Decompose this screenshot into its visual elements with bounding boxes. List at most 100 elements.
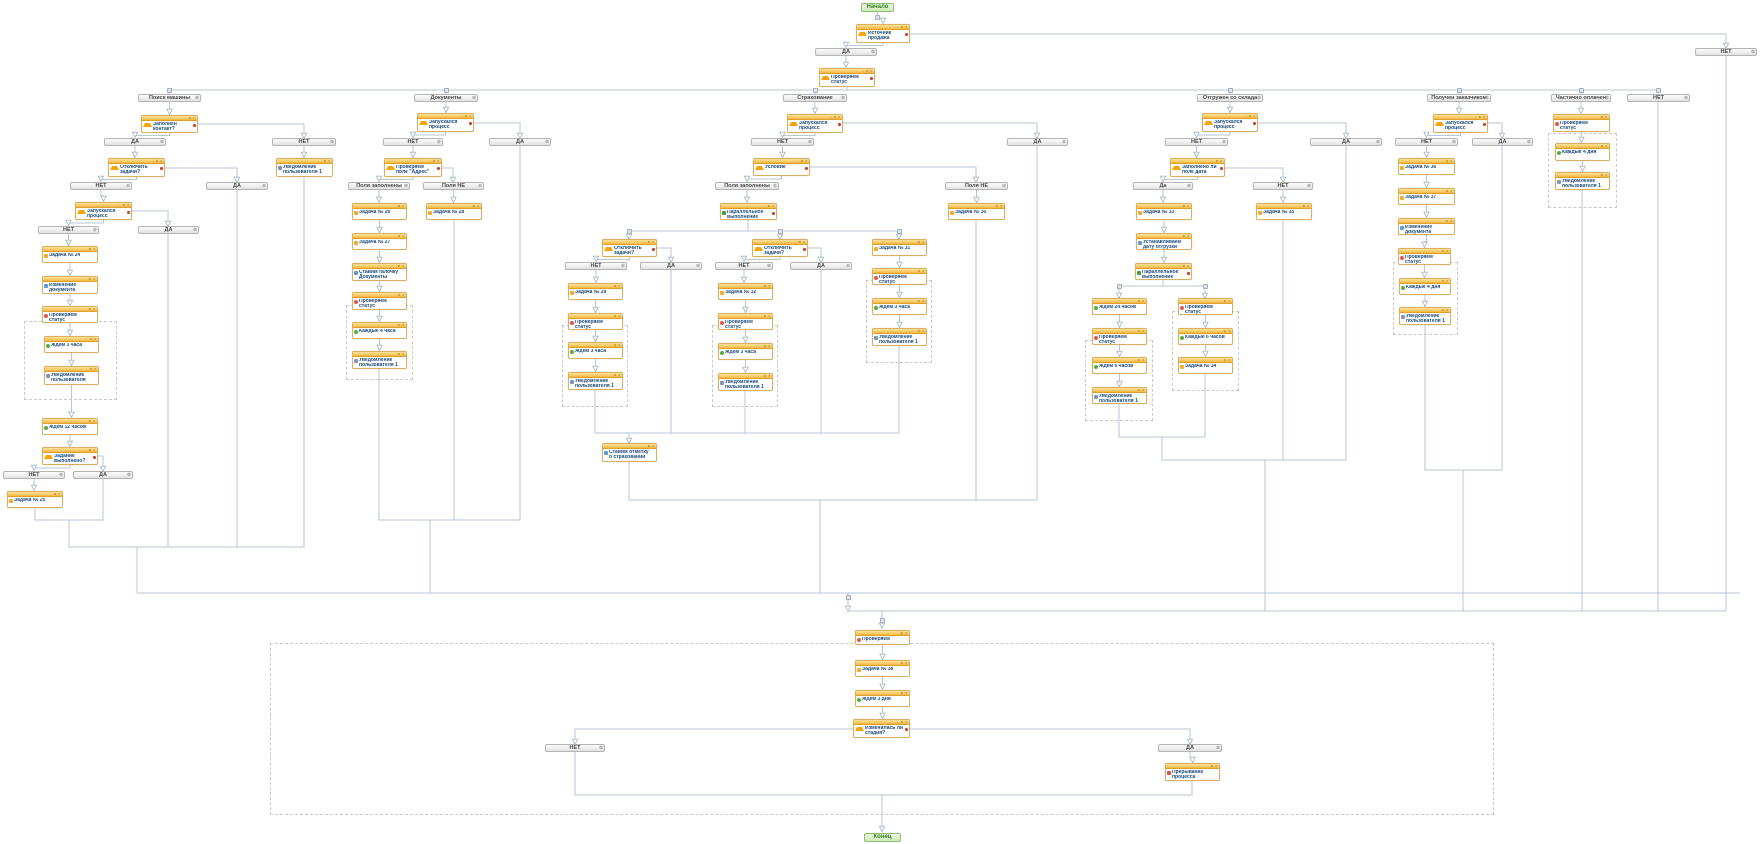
window-controls-icons[interactable]: ⚙ ✕	[763, 373, 771, 378]
node-t28[interactable]: ⚙ ✕ Задача № 28	[426, 203, 482, 220]
junction-connector-dot[interactable]	[1228, 88, 1233, 93]
window-controls-icons[interactable]: – ⚙ ✕	[643, 239, 655, 244]
node-t31[interactable]: ⚙ ✕ Задача № 31	[872, 239, 927, 256]
window-controls-icons[interactable]: ⚙ ✕	[1445, 158, 1453, 163]
node-c5-e4d[interactable]: ⚙ ✕ Каждые 4 дня	[1399, 278, 1451, 295]
window-controls-icons[interactable]: ⚙ ✕	[1137, 298, 1145, 303]
window-controls-icons[interactable]: ⚙ ✕	[472, 203, 480, 208]
node-c3b-net[interactable]: НЕТ ⚙	[715, 262, 773, 270]
node-c5-chk[interactable]: ⚙ ✕ Проверяем статус	[1398, 248, 1451, 265]
node-c2-e4h[interactable]: ⚙ ✕ Каждые 4 часа	[352, 322, 407, 339]
junction-connector-dot[interactable]	[1203, 284, 1208, 289]
window-controls-icons[interactable]: – ⚙ ✕	[794, 239, 806, 244]
window-controls-icons[interactable]: – ⚙ ✕	[896, 24, 908, 29]
gear-icon[interactable]: ⚙	[807, 139, 812, 144]
node-c3a-net[interactable]: НЕТ ⚙	[565, 262, 627, 270]
window-controls-icons[interactable]: ⚙ ✕	[53, 491, 61, 496]
node-c3-cond[interactable]: – ⚙ ✕ Условие	[753, 158, 810, 176]
gear-icon[interactable]: ⚙	[58, 472, 63, 477]
node-c1-da[interactable]: ДА ⚙	[104, 138, 166, 146]
gear-icon[interactable]: ⚙	[695, 263, 700, 268]
window-controls-icons[interactable]: ⚙ ✕	[397, 233, 405, 238]
node-c1-ntf[interactable]: ⚙ ✕ Уведомление пользователя	[44, 366, 99, 385]
delete-point-icon[interactable]	[1252, 122, 1256, 125]
delete-point-icon[interactable]	[904, 728, 908, 731]
window-controls-icons[interactable]: ⚙ ✕	[1137, 357, 1145, 362]
node-c3a-off[interactable]: – ⚙ ✕ Отключить задачи?	[602, 239, 657, 257]
window-controls-icons[interactable]: – ⚙ ✕	[1244, 113, 1256, 118]
delete-point-icon[interactable]	[159, 167, 163, 170]
gear-icon[interactable]: ⚙	[1604, 95, 1609, 100]
node-c4-w6[interactable]: ⚙ ✕ Ждем 6 часов	[1092, 357, 1147, 374]
node-c3-f[interactable]: Поля заполнены ⚙	[715, 182, 779, 190]
node-c3a-da[interactable]: ДА ⚙	[640, 262, 702, 270]
node-b-abort[interactable]: ⚙ ✕ Прерывание процесса	[1165, 763, 1220, 781]
node-c1-chk[interactable]: ⚙ ✕ Проверяем статус	[42, 306, 98, 323]
node-c3-nf[interactable]: Поля НЕ ⚙	[945, 182, 1008, 190]
delete-point-icon[interactable]	[1186, 272, 1190, 275]
window-controls-icons[interactable]: ⚙ ✕	[1441, 278, 1449, 283]
window-controls-icons[interactable]: – ⚙ ✕	[796, 158, 808, 163]
window-controls-icons[interactable]: ⚙ ✕	[89, 336, 97, 341]
node-c4-date[interactable]: – ⚙ ✕ Заполнено ли поле дата	[1170, 158, 1225, 177]
node-end[interactable]: Конец	[864, 833, 901, 842]
gear-icon[interactable]: ⚙	[194, 95, 199, 100]
window-controls-icons[interactable]: ⚙ ✕	[1600, 143, 1608, 148]
node-t25[interactable]: ⚙ ✕ Задача № 25	[7, 491, 63, 508]
node-h3[interactable]: Страхование ⚙	[783, 94, 847, 102]
gear-icon[interactable]: ⚙	[159, 139, 164, 144]
node-c3-mark[interactable]: ⚙ ✕ Ставим отметку о страховании	[602, 443, 657, 462]
node-c2-ntf[interactable]: ⚙ ✕ Уведомление пользователя 1	[352, 351, 407, 369]
window-controls-icons[interactable]: ⚙ ✕	[900, 690, 908, 695]
delete-point-icon[interactable]	[1482, 123, 1486, 126]
window-controls-icons[interactable]: ⚙ ✕	[397, 351, 405, 356]
node-c3c-w3[interactable]: ⚙ ✕ Ждем 3 часа	[872, 298, 927, 315]
window-controls-icons[interactable]: ⚙ ✕	[397, 292, 405, 297]
node-c5-net[interactable]: НЕТ ⚙	[1395, 138, 1458, 146]
gear-icon[interactable]: ⚙	[598, 745, 603, 750]
window-controls-icons[interactable]: ⚙ ✕	[1223, 298, 1231, 303]
window-controls-icons[interactable]: ⚙ ✕	[900, 660, 908, 665]
node-c3a-ntf[interactable]: ⚙ ✕ Уведомление пользователя 1	[568, 372, 623, 390]
window-controls-icons[interactable]: ⚙ ✕	[613, 342, 621, 347]
window-controls-icons[interactable]: – ⚙ ✕	[1178, 263, 1190, 268]
junction-connector-dot[interactable]	[444, 88, 449, 93]
node-b-chk[interactable]: ⚙ ✕ Проверяем	[855, 630, 910, 645]
delete-point-icon[interactable]	[1219, 167, 1223, 170]
junction-connector-dot[interactable]	[1457, 88, 1462, 93]
window-controls-icons[interactable]: ⚙ ✕	[613, 313, 621, 318]
node-c4-start[interactable]: – ⚙ ✕ Запускался процесс	[1202, 113, 1258, 132]
gear-icon[interactable]: ⚙	[477, 183, 482, 188]
window-controls-icons[interactable]: ⚙ ✕	[1600, 114, 1608, 119]
node-h6[interactable]: Частично оплачен ⚙	[1551, 94, 1611, 102]
delete-point-icon[interactable]	[468, 122, 472, 125]
gear-icon[interactable]: ⚙	[125, 183, 130, 188]
junction-connector-dot[interactable]	[167, 88, 172, 93]
node-c1-net[interactable]: НЕТ ⚙	[272, 138, 336, 146]
window-controls-icons[interactable]: ⚙ ✕	[1441, 307, 1449, 312]
node-t24[interactable]: ⚙ ✕ Задача № 24	[42, 246, 98, 263]
node-c3c-ntf[interactable]: ⚙ ✕ Уведомление пользователя 1	[872, 328, 927, 346]
node-src[interactable]: – ⚙ ✕ Источник продажа	[856, 24, 910, 43]
window-controls-icons[interactable]: ⚙ ✕	[397, 263, 405, 268]
delete-point-icon[interactable]	[837, 123, 841, 126]
node-c4-ntf[interactable]: ⚙ ✕ Уведомление пользователя 1	[1092, 387, 1147, 404]
window-controls-icons[interactable]: – ⚙ ✕	[151, 158, 163, 163]
window-controls-icons[interactable]: – ⚙ ✕	[763, 203, 775, 208]
node-t27[interactable]: ⚙ ✕ Задача № 27	[352, 233, 407, 250]
gear-icon[interactable]: ⚙	[403, 183, 408, 188]
window-controls-icons[interactable]: ⚙ ✕	[1137, 328, 1145, 333]
junction-connector-dot[interactable]	[1656, 88, 1661, 93]
node-net-top[interactable]: НЕТ ⚙	[1695, 48, 1757, 56]
gear-icon[interactable]: ⚙	[620, 263, 625, 268]
window-controls-icons[interactable]: – ⚙ ✕	[896, 719, 908, 724]
window-controls-icons[interactable]: – ⚙ ✕	[460, 113, 472, 118]
node-c4-da[interactable]: ДА ⚙	[1310, 138, 1382, 146]
node-c3-da[interactable]: ДА ⚙	[1007, 138, 1068, 146]
window-controls-icons[interactable]: ⚙ ✕	[323, 158, 331, 163]
window-controls-icons[interactable]: – ⚙ ✕	[118, 202, 130, 207]
delete-point-icon[interactable]	[904, 33, 908, 36]
junction-connector-dot[interactable]	[875, 15, 880, 20]
window-controls-icons[interactable]: ⚙ ✕	[1223, 328, 1231, 333]
node-h1[interactable]: Поиск машины ⚙	[138, 94, 201, 102]
